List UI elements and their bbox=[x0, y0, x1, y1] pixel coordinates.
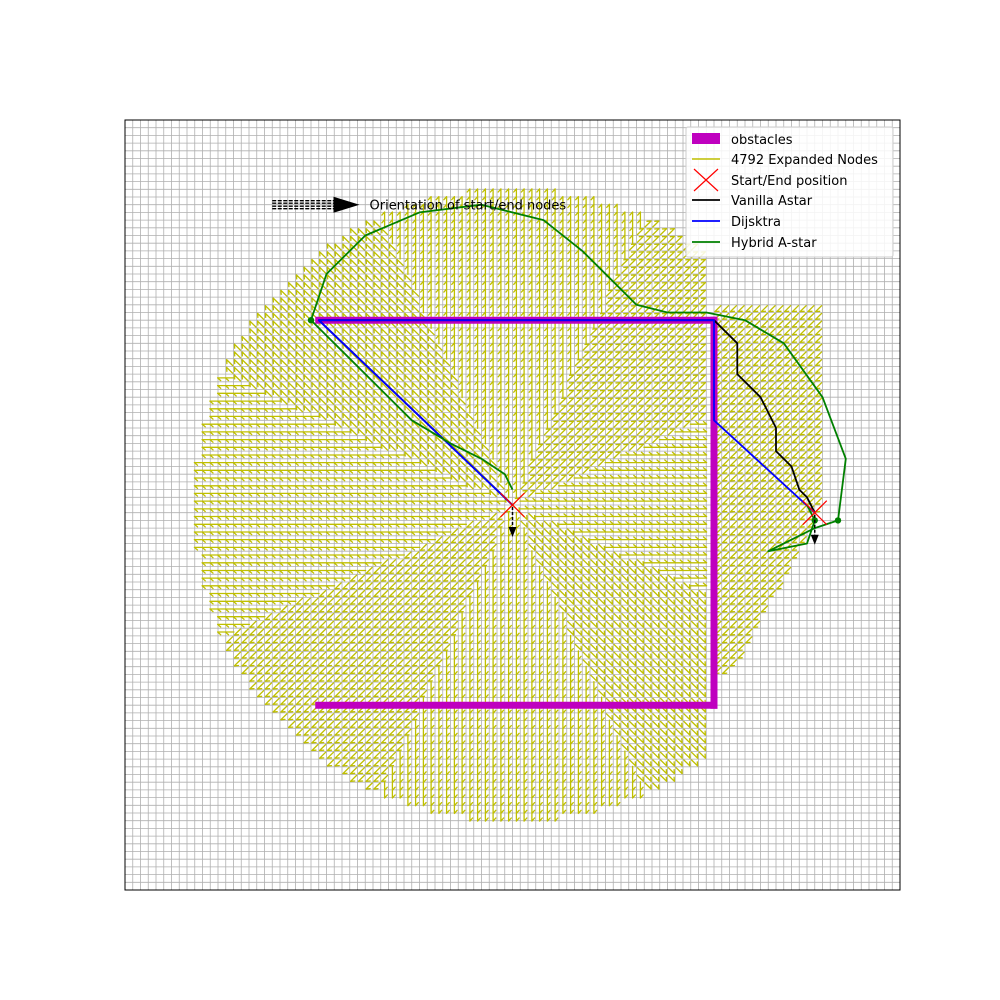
legend-item-expanded: 4792 Expanded Nodes bbox=[692, 153, 878, 168]
expanded-nodes bbox=[193, 188, 823, 822]
hybrid-heading-marker-1 bbox=[307, 317, 315, 324]
legend-label-obstacles: obstacles bbox=[731, 133, 793, 148]
orientation-annotation: Orientation of start/end nodes bbox=[272, 196, 567, 214]
series-dijsktra bbox=[317, 319, 816, 514]
legend-box bbox=[685, 126, 894, 258]
legend-label-start-end: Start/End position bbox=[731, 174, 847, 189]
start-marker bbox=[500, 492, 525, 518]
legend-label-vanilla: Vanilla Astar bbox=[731, 194, 813, 209]
annotation-text: Orientation of start/end nodes bbox=[370, 199, 567, 214]
legend-label-dijkstra: Dijsktra bbox=[731, 215, 781, 230]
hybrid-heading-marker-2 bbox=[834, 517, 842, 524]
series-hybrid-a-star bbox=[310, 203, 847, 553]
axes-frame bbox=[124, 119, 901, 891]
legend-item-vanilla: Vanilla Astar bbox=[692, 194, 813, 209]
expanded-node-edges bbox=[193, 188, 823, 822]
annotation-arrowhead bbox=[333, 196, 360, 213]
legend: obstacles 4792 Expanded Nodes Start/End … bbox=[685, 126, 894, 258]
end-marker-orientation-arrowhead bbox=[810, 534, 819, 545]
legend-swatch-obstacles bbox=[692, 133, 720, 144]
legend-item-hybrid: Hybrid A-star bbox=[692, 236, 817, 251]
legend-item-dijkstra: Dijsktra bbox=[692, 215, 781, 230]
end-marker bbox=[802, 500, 828, 526]
legend-item-start-end: Start/End position bbox=[693, 168, 847, 192]
start-end-markers bbox=[500, 492, 828, 545]
legend-swatch-start-end bbox=[693, 168, 719, 192]
path-series bbox=[307, 203, 847, 553]
legend-label-hybrid: Hybrid A-star bbox=[731, 236, 817, 251]
start-marker-orientation-arrowhead bbox=[508, 527, 517, 537]
legend-label-expanded: 4792 Expanded Nodes bbox=[731, 153, 878, 168]
legend-item-obstacles: obstacles bbox=[692, 133, 793, 148]
